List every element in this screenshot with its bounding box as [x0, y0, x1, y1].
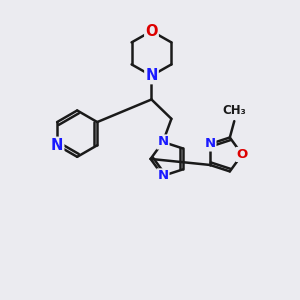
- Text: N: N: [204, 137, 215, 151]
- Text: N: N: [145, 68, 158, 83]
- Text: N: N: [158, 136, 169, 148]
- Text: CH₃: CH₃: [222, 104, 246, 117]
- Text: N: N: [158, 169, 169, 182]
- Text: O: O: [145, 24, 158, 39]
- Text: N: N: [51, 138, 63, 153]
- Text: O: O: [236, 148, 248, 161]
